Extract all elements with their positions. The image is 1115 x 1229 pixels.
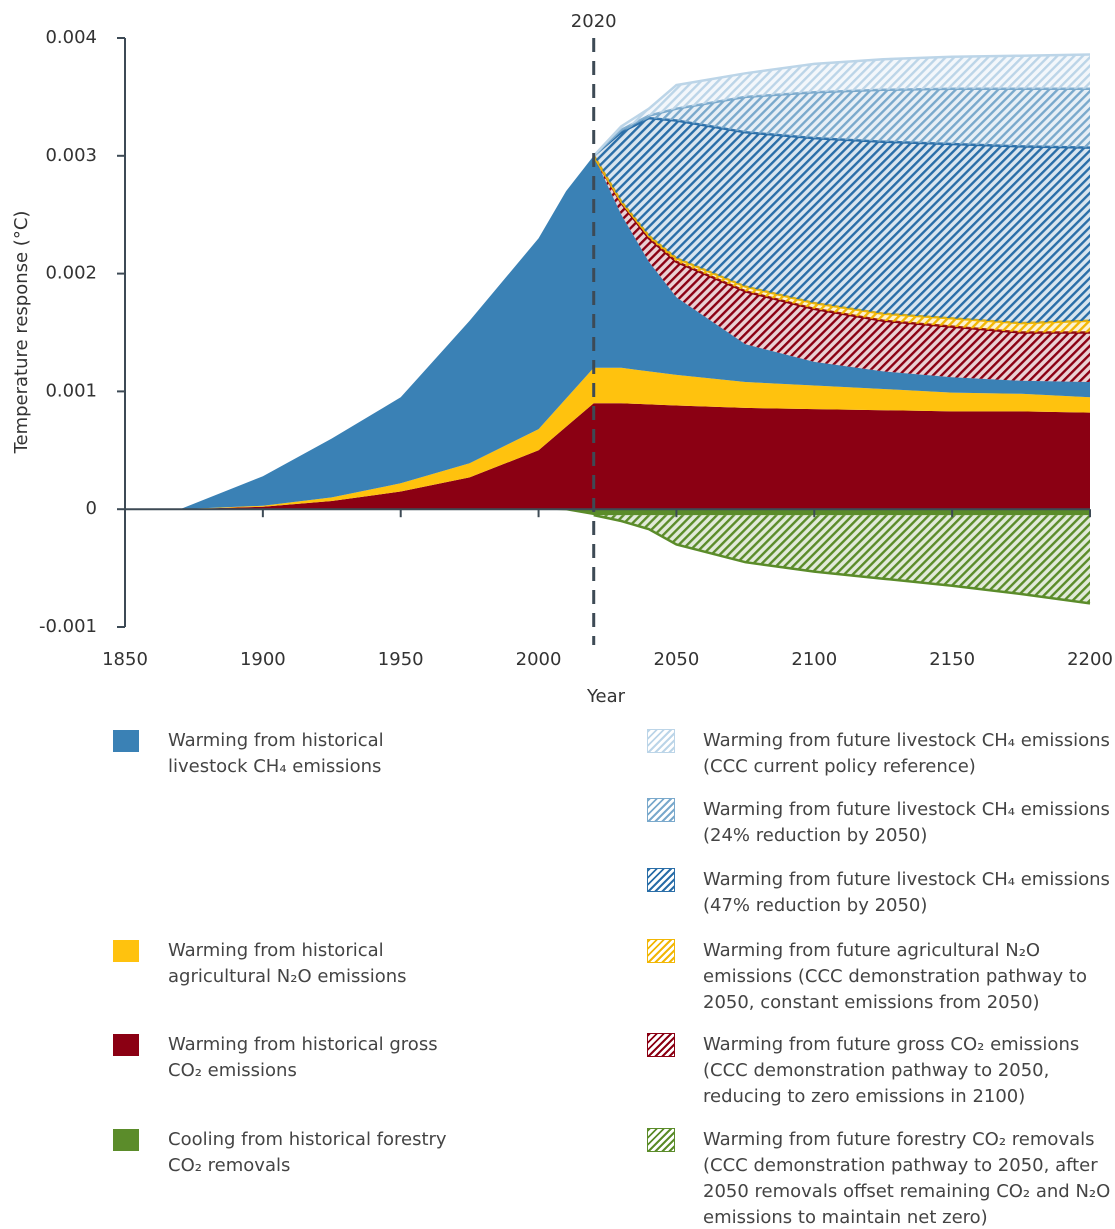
legend-label: Warming from future livestock CH₄ emissi… xyxy=(703,730,1110,777)
y-tick-label: 0.004 xyxy=(45,27,97,48)
y-tick-label: 0.001 xyxy=(45,380,97,401)
legend-label: Warming from historical livestock CH₄ em… xyxy=(168,730,384,777)
x-tick-label: 2150 xyxy=(929,649,975,670)
legend-label: Warming from future gross CO₂ emissions … xyxy=(703,1034,1080,1107)
area xyxy=(593,88,1090,156)
legend-swatch xyxy=(647,798,675,822)
area xyxy=(593,118,1090,324)
area xyxy=(593,54,1090,156)
area xyxy=(125,155,1090,510)
legend-swatch xyxy=(113,1129,139,1151)
legend-label: Warming from future livestock CH₄ emissi… xyxy=(703,799,1110,846)
y-tick-label: 0.002 xyxy=(45,263,97,284)
legend-label: Warming from historical agricultural N₂O… xyxy=(168,940,407,987)
reference-label: 2020 xyxy=(571,11,617,32)
area xyxy=(125,403,1090,510)
legend-swatch xyxy=(647,939,675,963)
legend-swatch xyxy=(647,1128,675,1152)
legend-label: Warming from historical gross CO₂ emissi… xyxy=(168,1034,438,1081)
legend-swatch xyxy=(113,940,139,962)
legend-swatch xyxy=(647,1033,675,1057)
x-tick-label: 2100 xyxy=(791,649,837,670)
area xyxy=(593,515,1090,604)
chart: -0.001 0 0.001 0.002 0.003 0.004 1850 1900 1950 2… xyxy=(11,11,1113,707)
y-tick-label: -0.001 xyxy=(39,616,97,637)
x-tick-label: 1900 xyxy=(240,649,286,670)
x-tick-label: 1850 xyxy=(102,649,148,670)
x-tick-label: 2050 xyxy=(654,649,700,670)
legend-swatch xyxy=(647,729,675,753)
legend-label: Warming from future agricultural N₂O emi… xyxy=(703,940,1087,1013)
area xyxy=(125,367,1090,510)
x-tick-label: 2000 xyxy=(516,649,562,670)
legend-label: Warming from future forestry CO₂ removal… xyxy=(703,1129,1111,1228)
x-tick-label: 1950 xyxy=(378,649,424,670)
x-tick-label: 2200 xyxy=(1067,649,1113,670)
y-tick-label: 0.003 xyxy=(45,145,97,166)
legend-swatch xyxy=(113,730,139,752)
area xyxy=(125,509,1090,516)
area-edge xyxy=(592,53,1091,157)
area-edge xyxy=(593,513,1091,605)
legend-label: Cooling from historical forestry CO₂ rem… xyxy=(168,1129,447,1176)
legend-swatch xyxy=(113,1034,139,1056)
x-axis-title: Year xyxy=(586,686,626,707)
legend-swatch xyxy=(647,868,675,892)
y-tick-label: 0 xyxy=(86,498,97,519)
y-axis-title: Temperature response (°C) xyxy=(11,211,32,455)
legend-label: Warming from future livestock CH₄ emissi… xyxy=(703,869,1110,916)
